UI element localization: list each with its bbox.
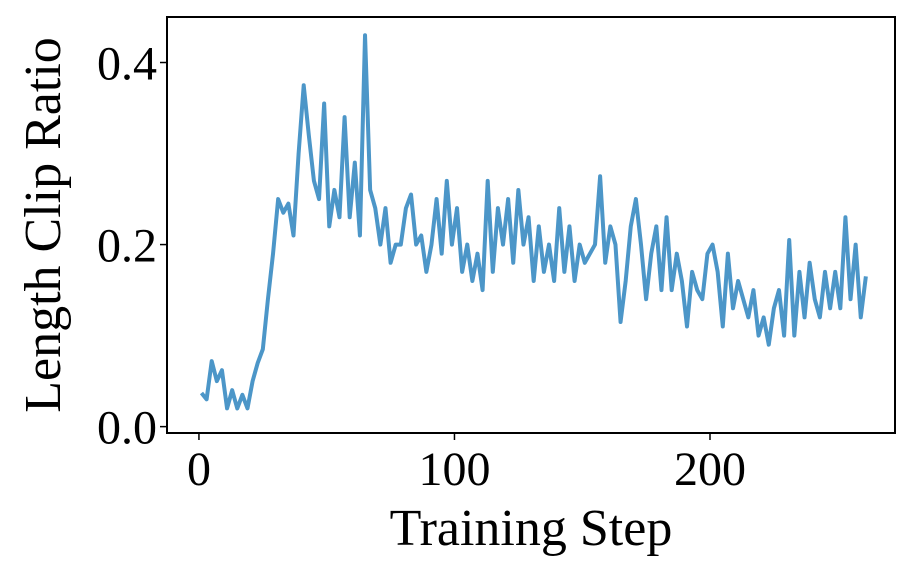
y-axis-label: Length Clip Ratio [15, 37, 72, 413]
y-tick-label: 0.0 [97, 402, 157, 455]
x-tick-label: 100 [418, 443, 490, 496]
x-tick-label: 200 [674, 443, 746, 496]
plot-frame [166, 16, 896, 434]
x-tick-label: 0 [187, 443, 211, 496]
data-line [199, 33, 868, 411]
y-tick-label: 0.4 [97, 38, 157, 91]
y-tick-label: 0.2 [97, 220, 157, 273]
x-axis-label: Training Step [390, 500, 673, 557]
